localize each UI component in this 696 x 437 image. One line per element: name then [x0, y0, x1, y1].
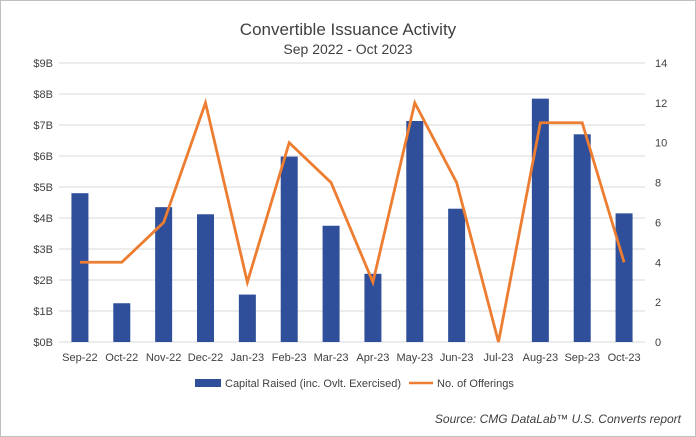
y-left-tick-label: $8B	[33, 89, 53, 101]
legend-swatch-capital-raised	[195, 379, 221, 387]
y-right-tick-label: 4	[655, 257, 661, 269]
y-right-tick-label: 10	[655, 138, 667, 150]
y-right-tick-label: 8	[655, 178, 661, 190]
y-left-tick-label: $0B	[33, 337, 53, 349]
y-right-tick-label: 12	[655, 98, 667, 110]
y-axis-right: 0 2 4 6 8 10 12 14	[655, 58, 667, 349]
bar-series	[71, 98, 633, 343]
line-series	[79, 97, 626, 343]
x-tick-label: Sep-22	[62, 352, 97, 364]
x-tick-label: Sep-23	[564, 352, 599, 364]
bar	[406, 120, 424, 342]
bar	[573, 134, 591, 342]
offerings-line	[79, 97, 626, 343]
legend-label-offerings: No. of Offerings	[437, 378, 514, 390]
y-left-tick-label: $2B	[33, 275, 53, 287]
y-left-tick-label: $3B	[33, 244, 53, 256]
y-left-tick-label: $6B	[33, 151, 53, 163]
x-tick-label: Apr-23	[356, 352, 389, 364]
bar	[113, 303, 131, 342]
x-tick-label: Oct-22	[105, 352, 138, 364]
source-note: Source: CMG DataLab™ U.S. Converts repor…	[434, 412, 681, 426]
bar	[364, 273, 382, 342]
x-tick-label: Jun-23	[440, 352, 474, 364]
bar	[448, 208, 466, 342]
y-left-tick-label: $5B	[33, 182, 53, 194]
gridlines	[59, 62, 645, 343]
y-left-tick-label: $7B	[33, 120, 53, 132]
bar	[615, 213, 633, 342]
legend-label-capital-raised: Capital Raised (inc. Ovlt. Exercised)	[225, 378, 401, 390]
y-right-tick-label: 2	[655, 297, 661, 309]
bar	[531, 98, 549, 343]
x-tick-label: Jan-23	[231, 352, 265, 364]
legend: Capital Raised (inc. Ovlt. Exercised) No…	[195, 378, 514, 390]
x-tick-label: May-23	[396, 352, 433, 364]
bar	[238, 294, 256, 342]
y-left-tick-label: $1B	[33, 306, 53, 318]
x-axis: Sep-22 Oct-22 Nov-22 Dec-22 Jan-23 Feb-23 Mar-…	[62, 352, 640, 364]
x-tick-label: Dec-22	[188, 352, 223, 364]
bar	[197, 214, 214, 342]
y-left-tick-label: $4B	[33, 213, 53, 225]
chart-subtitle: Sep 2022 - Oct 2023	[283, 41, 412, 57]
chart-title: Convertible Issuance Activity	[240, 20, 457, 39]
bar	[280, 156, 298, 342]
x-tick-label: Feb-23	[272, 352, 307, 364]
x-tick-label: Aug-23	[523, 352, 558, 364]
x-tick-label: Jul-23	[484, 352, 514, 364]
y-right-tick-label: 0	[655, 337, 661, 349]
bar	[71, 193, 89, 342]
y-left-tick-label: $9B	[33, 58, 53, 70]
x-tick-label: Mar-23	[314, 352, 349, 364]
y-right-tick-label: 14	[655, 58, 667, 70]
bar	[155, 207, 173, 342]
x-tick-label: Oct-23	[608, 352, 641, 364]
x-tick-label: Nov-22	[146, 352, 181, 364]
y-axis-left: $0B $1B $2B $3B $4B $5B $6B $7B $8B $9B	[33, 58, 53, 349]
bar	[322, 225, 340, 342]
y-right-tick-label: 6	[655, 217, 661, 229]
